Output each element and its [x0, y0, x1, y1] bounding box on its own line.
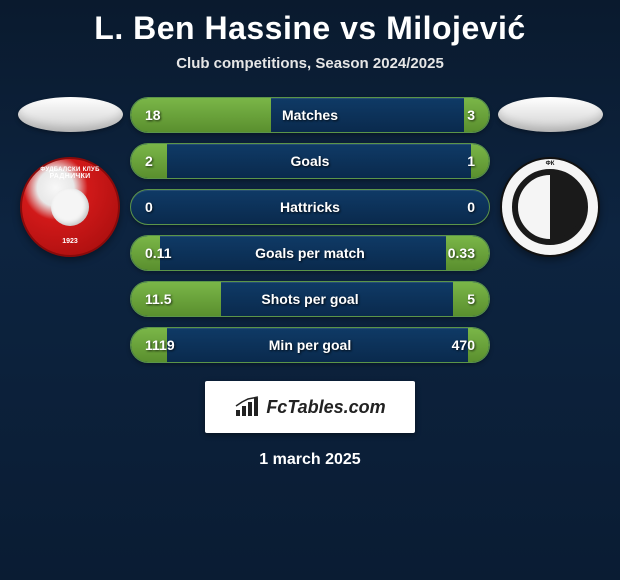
stats-column: 183Matches 21Goals 00Hattricks 0.110.33Goal…	[130, 97, 490, 363]
brand-text: FcTables.com	[266, 397, 385, 418]
stat-row: 1119470Min per goal	[130, 327, 490, 363]
page-subtitle: Club competitions, Season 2024/2025	[0, 55, 620, 72]
club-logo-left: ФУДБАЛСКИ КЛУБ РАДНИЧКИ 1923	[20, 157, 120, 257]
stat-row: 11.55Shots per goal	[130, 281, 490, 317]
player-right-placeholder	[498, 97, 603, 132]
stat-label: Min per goal	[131, 337, 489, 353]
club-left-name-top: ФУДБАЛСКИ КЛУБ РАДНИЧКИ	[22, 167, 118, 180]
chart-icon	[234, 396, 260, 418]
stat-row: 183Matches	[130, 97, 490, 133]
stat-label: Hattricks	[131, 199, 489, 215]
left-column: ФУДБАЛСКИ КЛУБ РАДНИЧКИ 1923	[10, 97, 130, 257]
club-right-name-top: ФК	[502, 161, 598, 167]
brand-badge[interactable]: FcTables.com	[205, 381, 415, 433]
stat-row: 00Hattricks	[130, 189, 490, 225]
stat-label: Matches	[131, 107, 489, 123]
player-left-placeholder	[18, 97, 123, 132]
stat-label: Shots per goal	[131, 291, 489, 307]
stat-label: Goals per match	[131, 245, 489, 261]
club-left-year: 1923	[62, 238, 78, 245]
stat-row: 0.110.33Goals per match	[130, 235, 490, 271]
stat-label: Goals	[131, 153, 489, 169]
comparison-date: 1 march 2025	[0, 451, 620, 469]
comparison-content: ФУДБАЛСКИ КЛУБ РАДНИЧКИ 1923 183Matches 2…	[0, 97, 620, 363]
page-title: L. Ben Hassine vs Milojević	[0, 0, 620, 47]
club-logo-right: ФК	[500, 157, 600, 257]
stat-row: 21Goals	[130, 143, 490, 179]
right-column: ФК	[490, 97, 610, 257]
